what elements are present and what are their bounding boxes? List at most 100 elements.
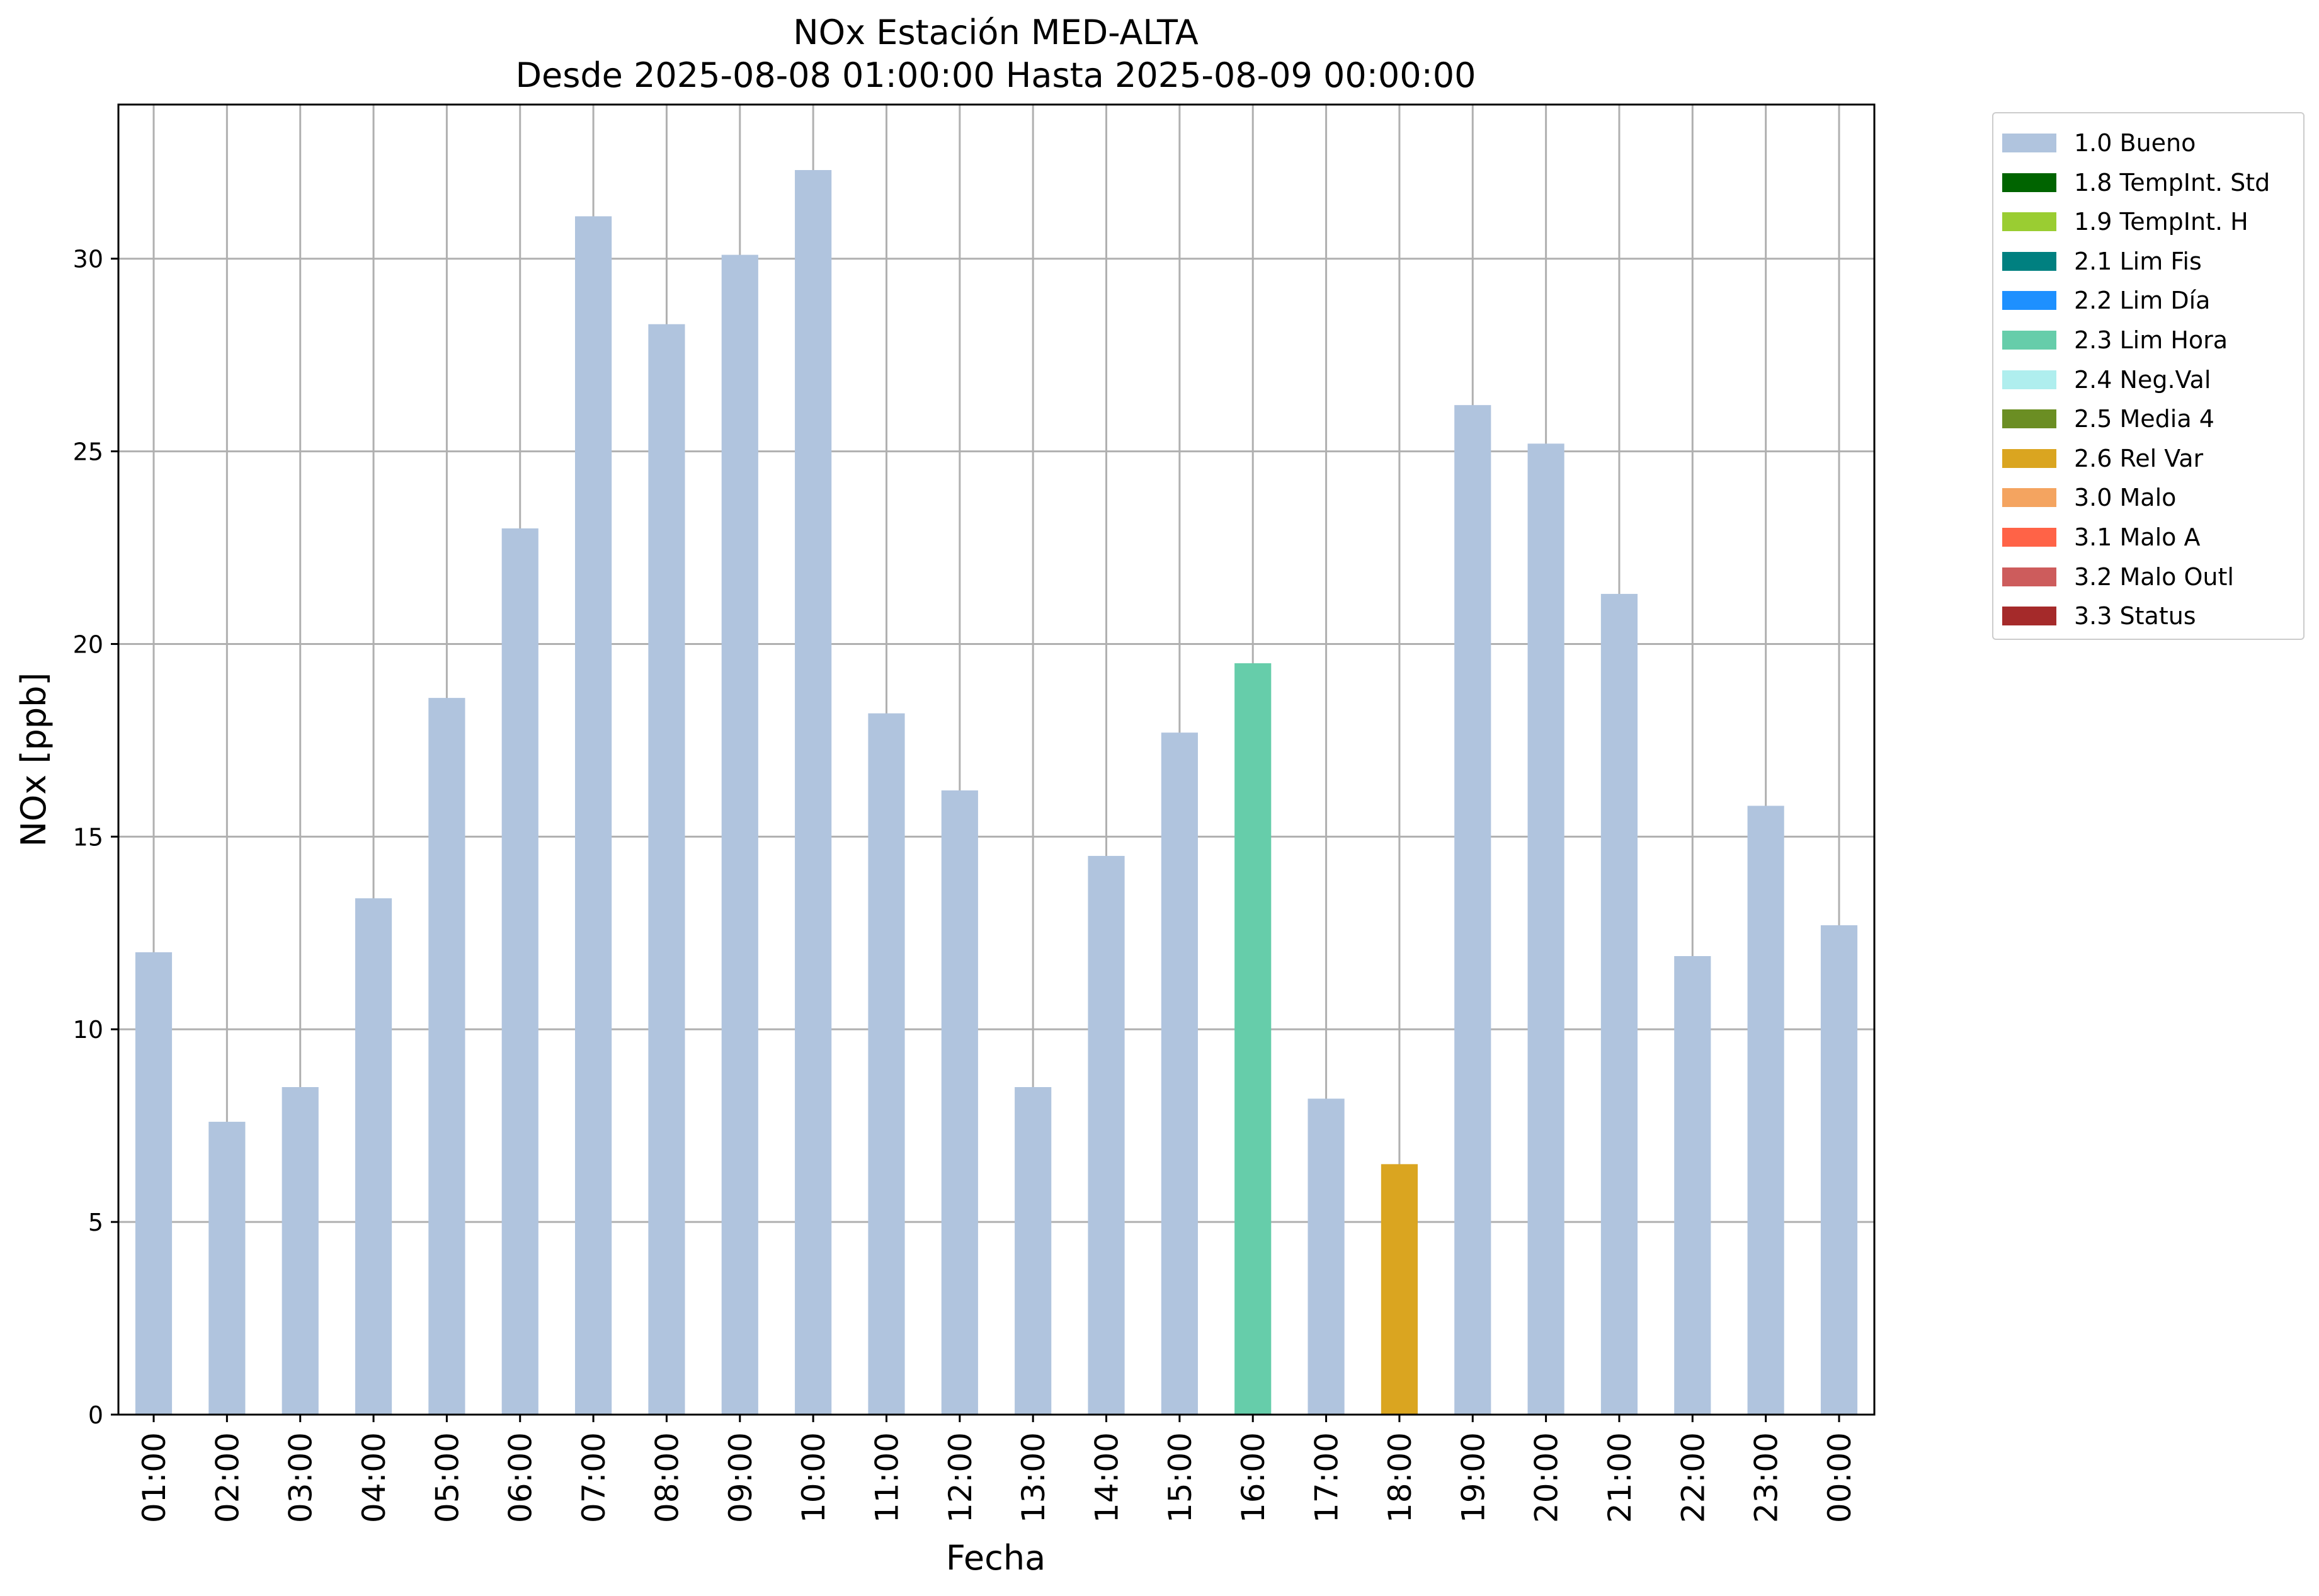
- bar: [1454, 405, 1491, 1415]
- x-tick-label: 11:00: [869, 1432, 905, 1523]
- bar: [1308, 1098, 1345, 1415]
- legend: 1.0 Bueno 1.8 TempInt. Std 1.9 TempInt. H 2…: [1992, 112, 2305, 640]
- bar: [1088, 855, 1125, 1415]
- bar: [282, 1087, 319, 1415]
- x-tick-label: 10:00: [795, 1432, 832, 1523]
- legend-swatch: [2002, 331, 2056, 350]
- x-tick-label: 13:00: [1015, 1432, 1052, 1523]
- legend-label: 1.8 TempInt. Std: [2074, 168, 2271, 197]
- legend-label: 3.2 Malo Outl: [2074, 562, 2234, 591]
- bar: [1161, 732, 1198, 1415]
- y-tick-label: 5: [88, 1209, 103, 1236]
- bar: [868, 713, 905, 1415]
- bar: [1600, 593, 1638, 1415]
- legend-label: 2.3 Lim Hora: [2074, 326, 2228, 354]
- bar: [1381, 1164, 1418, 1415]
- legend-swatch: [2002, 251, 2056, 271]
- x-tick-label: 17:00: [1309, 1432, 1345, 1523]
- y-tick-label: 30: [73, 246, 103, 273]
- legend-label: 2.4 Neg.Val: [2074, 365, 2211, 394]
- legend-label: 2.1 Lim Fis: [2074, 247, 2202, 275]
- x-tick-label: 12:00: [942, 1432, 979, 1523]
- legend-item: 3.1 Malo A: [1993, 519, 2303, 558]
- bars: [135, 170, 1858, 1415]
- bar: [795, 170, 832, 1415]
- legend-label: 3.3 Status: [2074, 602, 2196, 630]
- legend-swatch: [2002, 173, 2056, 192]
- bar: [501, 528, 538, 1415]
- x-tick-label: 06:00: [503, 1432, 539, 1523]
- x-tick-label: 04:00: [356, 1432, 392, 1523]
- x-tick-label: 00:00: [1821, 1432, 1858, 1523]
- x-tick-label: 07:00: [576, 1432, 612, 1523]
- legend-label: 2.5 Media 4: [2074, 405, 2214, 433]
- legend-item: 2.6 Rel Var: [1993, 440, 2303, 479]
- x-tick-label: 22:00: [1675, 1432, 1711, 1523]
- x-tick-label: 19:00: [1455, 1432, 1491, 1523]
- x-tick-label: 05:00: [429, 1432, 465, 1523]
- legend-item: 2.3 Lim Hora: [1993, 322, 2303, 361]
- x-tick-label: 18:00: [1382, 1432, 1418, 1523]
- legend-item: 3.3 Status: [1993, 598, 2303, 637]
- legend-label: 1.0 Bueno: [2074, 129, 2196, 157]
- legend-swatch: [2002, 528, 2056, 547]
- bar: [1820, 925, 1858, 1415]
- legend-label: 1.9 TempInt. H: [2074, 208, 2248, 236]
- legend-item: 1.8 TempInt. Std: [1993, 164, 2303, 203]
- y-axis-label: NOx [ppb]: [14, 673, 54, 847]
- y-tick-label: 10: [73, 1016, 103, 1044]
- x-tick-label: 21:00: [1602, 1432, 1638, 1523]
- legend-label: 2.2 Lim Día: [2074, 287, 2211, 315]
- plot-frame: [117, 103, 1876, 1416]
- bar: [428, 698, 465, 1415]
- legend-swatch: [2002, 488, 2056, 508]
- x-tick-label: 01:00: [136, 1432, 173, 1523]
- legend-item: 2.4 Neg.Val: [1993, 362, 2303, 401]
- legend-item: 1.9 TempInt. H: [1993, 203, 2303, 242]
- chart-title: NOx Estación MED-ALTA: [793, 13, 1199, 52]
- legend-item: 2.1 Lim Fis: [1993, 243, 2303, 282]
- x-axis: 01:00 02:00 03:00 04:00 05:00 06:00 07:00 08:00…: [136, 1415, 1858, 1523]
- legend-swatch: [2002, 212, 2056, 232]
- bar: [208, 1122, 246, 1415]
- legend-swatch: [2002, 607, 2056, 626]
- chart-subtitle: Desde 2025-08-08 01:00:00 Hasta 2025-08-…: [515, 55, 1476, 95]
- legend-swatch: [2002, 448, 2056, 468]
- legend-label: 3.1 Malo A: [2074, 523, 2201, 551]
- legend-swatch: [2002, 370, 2056, 389]
- legend-item: 2.2 Lim Día: [1993, 282, 2303, 321]
- x-tick-label: 02:00: [209, 1432, 246, 1523]
- bar: [355, 898, 392, 1415]
- bar: [135, 952, 173, 1415]
- x-tick-label: 08:00: [649, 1432, 685, 1523]
- x-axis-label: Fecha: [946, 1538, 1046, 1578]
- legend-swatch: [2002, 134, 2056, 152]
- x-tick-label: 14:00: [1089, 1432, 1125, 1523]
- bar: [648, 324, 685, 1415]
- legend-label: 2.6 Rel Var: [2074, 444, 2204, 472]
- bar: [1234, 663, 1272, 1415]
- x-tick-label: 03:00: [283, 1432, 319, 1523]
- x-tick-label: 20:00: [1529, 1432, 1565, 1523]
- bar: [1674, 956, 1711, 1415]
- x-tick-label: 23:00: [1748, 1432, 1785, 1523]
- bar: [1015, 1087, 1052, 1415]
- legend-swatch: [2002, 409, 2056, 429]
- y-tick-label: 0: [88, 1401, 103, 1429]
- legend-item: 1.0 Bueno: [1993, 125, 2303, 164]
- bar: [1747, 806, 1784, 1415]
- x-tick-label: 15:00: [1162, 1432, 1199, 1523]
- y-tick-label: 25: [73, 438, 103, 466]
- x-tick-label: 16:00: [1235, 1432, 1272, 1523]
- bar: [1527, 443, 1564, 1415]
- legend-swatch: [2002, 567, 2056, 586]
- x-tick-label: 09:00: [722, 1432, 759, 1523]
- y-tick-label: 20: [73, 630, 103, 658]
- legend-item: 3.2 Malo Outl: [1993, 559, 2303, 598]
- legend-item: 2.5 Media 4: [1993, 401, 2303, 440]
- bar: [575, 216, 612, 1415]
- y-axis: 0 5 10 15 20 25 30: [73, 246, 118, 1429]
- legend-item: 3.0 Malo: [1993, 479, 2303, 518]
- legend-swatch: [2002, 291, 2056, 311]
